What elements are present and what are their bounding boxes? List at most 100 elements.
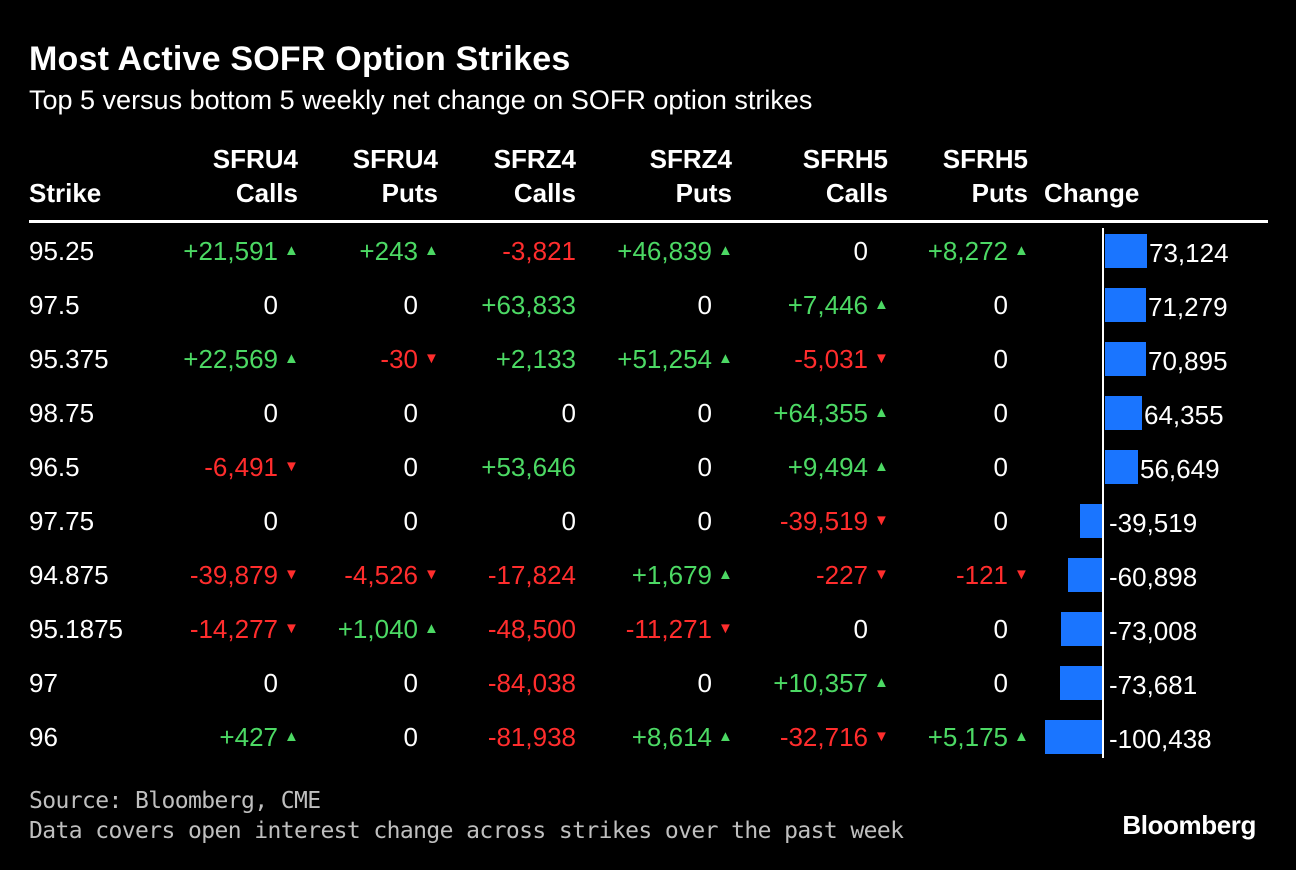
table-row: 95.375 +22,569 ▲ -30 ▼ +2,133 +51,254 ▲ -5,031 ▼ 0… <box>0 332 1296 386</box>
table-row: 98.75 0 0 0 0 +64,355 ▲ 0 64,355 <box>0 386 1296 440</box>
value-cell: 0 <box>561 506 576 536</box>
value-cell: +8,614 ▲ <box>632 710 733 764</box>
column-header-7: Change <box>1044 142 1139 210</box>
table-row: 95.1875 -14,277 ▼ +1,040 ▲ -48,500 -11,271 ▼ 0 0 -… <box>0 602 1296 656</box>
value-cell: 0 <box>403 668 418 698</box>
change-bar-baseline <box>1102 228 1104 758</box>
column-header-line2: Calls <box>235 178 298 208</box>
change-bar <box>1068 558 1103 592</box>
strike-cell: 95.25 <box>29 236 95 266</box>
value-cell: 0 <box>263 668 278 698</box>
value-cell: 0 <box>403 722 418 752</box>
column-header-5: SFRH5 Calls <box>803 142 888 210</box>
value-cell: -227 ▼ <box>816 548 889 602</box>
value-cell: 0 <box>993 344 1008 374</box>
down-arrow-icon: ▼ <box>284 566 299 584</box>
value-cell: +53,646 <box>481 452 576 482</box>
value-cell: +243 ▲ <box>359 224 438 278</box>
up-arrow-icon: ▲ <box>284 242 299 260</box>
table-row: 94.875 -39,879 ▼ -4,526 ▼ -17,824 +1,679 ▲ -227 ▼… <box>0 548 1296 602</box>
column-header-2: SFRU4 Puts <box>353 142 438 210</box>
change-bar <box>1105 450 1138 484</box>
down-arrow-icon: ▼ <box>718 620 733 638</box>
value-cell: +51,254 ▲ <box>617 332 733 386</box>
column-header-line2: Calls <box>825 178 888 208</box>
value-cell: 0 <box>993 452 1008 482</box>
change-label: -73,008 <box>1109 616 1198 646</box>
change-label: -73,681 <box>1109 670 1198 700</box>
chart-subtitle: Top 5 versus bottom 5 weekly net change … <box>29 85 813 115</box>
up-arrow-icon: ▲ <box>718 728 733 746</box>
table-row: 95.25 +21,591 ▲ +243 ▲ -3,821 +46,839 ▲ 0 +8,272 ▲… <box>0 224 1296 278</box>
strike-cell: 97 <box>29 668 58 698</box>
chart-title: Most Active SOFR Option Strikes <box>29 40 571 78</box>
change-bar <box>1061 612 1103 646</box>
up-arrow-icon: ▲ <box>874 296 889 314</box>
strike-cell: 96.5 <box>29 452 80 482</box>
up-arrow-icon: ▲ <box>424 242 439 260</box>
up-arrow-icon: ▲ <box>424 620 439 638</box>
change-bar <box>1060 666 1103 700</box>
column-header-line2: Puts <box>675 178 732 208</box>
column-header-line1 <box>1044 142 1139 176</box>
value-cell: +22,569 ▲ <box>183 332 299 386</box>
source-note: Source: Bloomberg, CME Data covers open … <box>29 786 904 846</box>
header-rule <box>29 220 1268 223</box>
strike-cell: 96 <box>29 722 58 752</box>
value-cell: -84,038 <box>487 668 576 698</box>
value-cell: +9,494 ▲ <box>788 440 889 494</box>
down-arrow-icon: ▼ <box>284 620 299 638</box>
up-arrow-icon: ▲ <box>1014 728 1029 746</box>
value-cell: +63,833 <box>481 290 576 320</box>
value-cell: 0 <box>993 506 1008 536</box>
column-header-1: SFRU4 Calls <box>213 142 298 210</box>
change-label: 64,355 <box>1144 400 1224 430</box>
source-line: Source: Bloomberg, CME <box>29 788 321 814</box>
column-header-line1: SFRH5 <box>802 144 888 174</box>
value-cell: -48,500 <box>487 614 576 644</box>
change-bar <box>1105 234 1147 268</box>
value-cell: 0 <box>403 398 418 428</box>
down-arrow-icon: ▼ <box>1014 566 1029 584</box>
value-cell: -121 ▼ <box>956 548 1029 602</box>
value-cell: +1,040 ▲ <box>338 602 439 656</box>
value-cell: 0 <box>403 506 418 536</box>
value-cell: +21,591 ▲ <box>183 224 299 278</box>
change-label: 56,649 <box>1140 454 1220 484</box>
value-cell: +64,355 ▲ <box>773 386 889 440</box>
value-cell: 0 <box>263 398 278 428</box>
table-row: 97.75 0 0 0 0 -39,519 ▼ 0 -39,519 <box>0 494 1296 548</box>
column-header-line1: SFRU4 <box>212 144 298 174</box>
value-cell: 0 <box>697 398 712 428</box>
value-cell: -39,879 ▼ <box>190 548 299 602</box>
value-cell: 0 <box>853 236 868 266</box>
change-label: 73,124 <box>1149 238 1229 268</box>
change-label: 70,895 <box>1148 346 1228 376</box>
change-bar <box>1045 720 1103 754</box>
value-cell: -4,526 ▼ <box>344 548 439 602</box>
value-cell: 0 <box>697 668 712 698</box>
value-cell: 0 <box>853 614 868 644</box>
value-cell: 0 <box>697 506 712 536</box>
column-header-4: SFRZ4 Puts <box>650 142 732 210</box>
strike-cell: 94.875 <box>29 560 109 590</box>
strike-cell: 95.375 <box>29 344 109 374</box>
column-header-line1: SFRH5 <box>942 144 1028 174</box>
change-label: -60,898 <box>1109 562 1198 592</box>
change-bar <box>1105 396 1142 430</box>
value-cell: 0 <box>403 452 418 482</box>
value-cell: -3,821 <box>502 236 576 266</box>
up-arrow-icon: ▲ <box>874 458 889 476</box>
up-arrow-icon: ▲ <box>718 350 733 368</box>
value-cell: 0 <box>697 452 712 482</box>
strike-cell: 97.75 <box>29 506 95 536</box>
value-cell: +10,357 ▲ <box>773 656 889 710</box>
up-arrow-icon: ▲ <box>874 404 889 422</box>
down-arrow-icon: ▼ <box>874 566 889 584</box>
change-bar <box>1080 504 1103 538</box>
change-label: -39,519 <box>1109 508 1198 538</box>
value-cell: 0 <box>993 290 1008 320</box>
value-cell: 0 <box>697 290 712 320</box>
value-cell: +2,133 <box>495 344 576 374</box>
up-arrow-icon: ▲ <box>284 728 299 746</box>
